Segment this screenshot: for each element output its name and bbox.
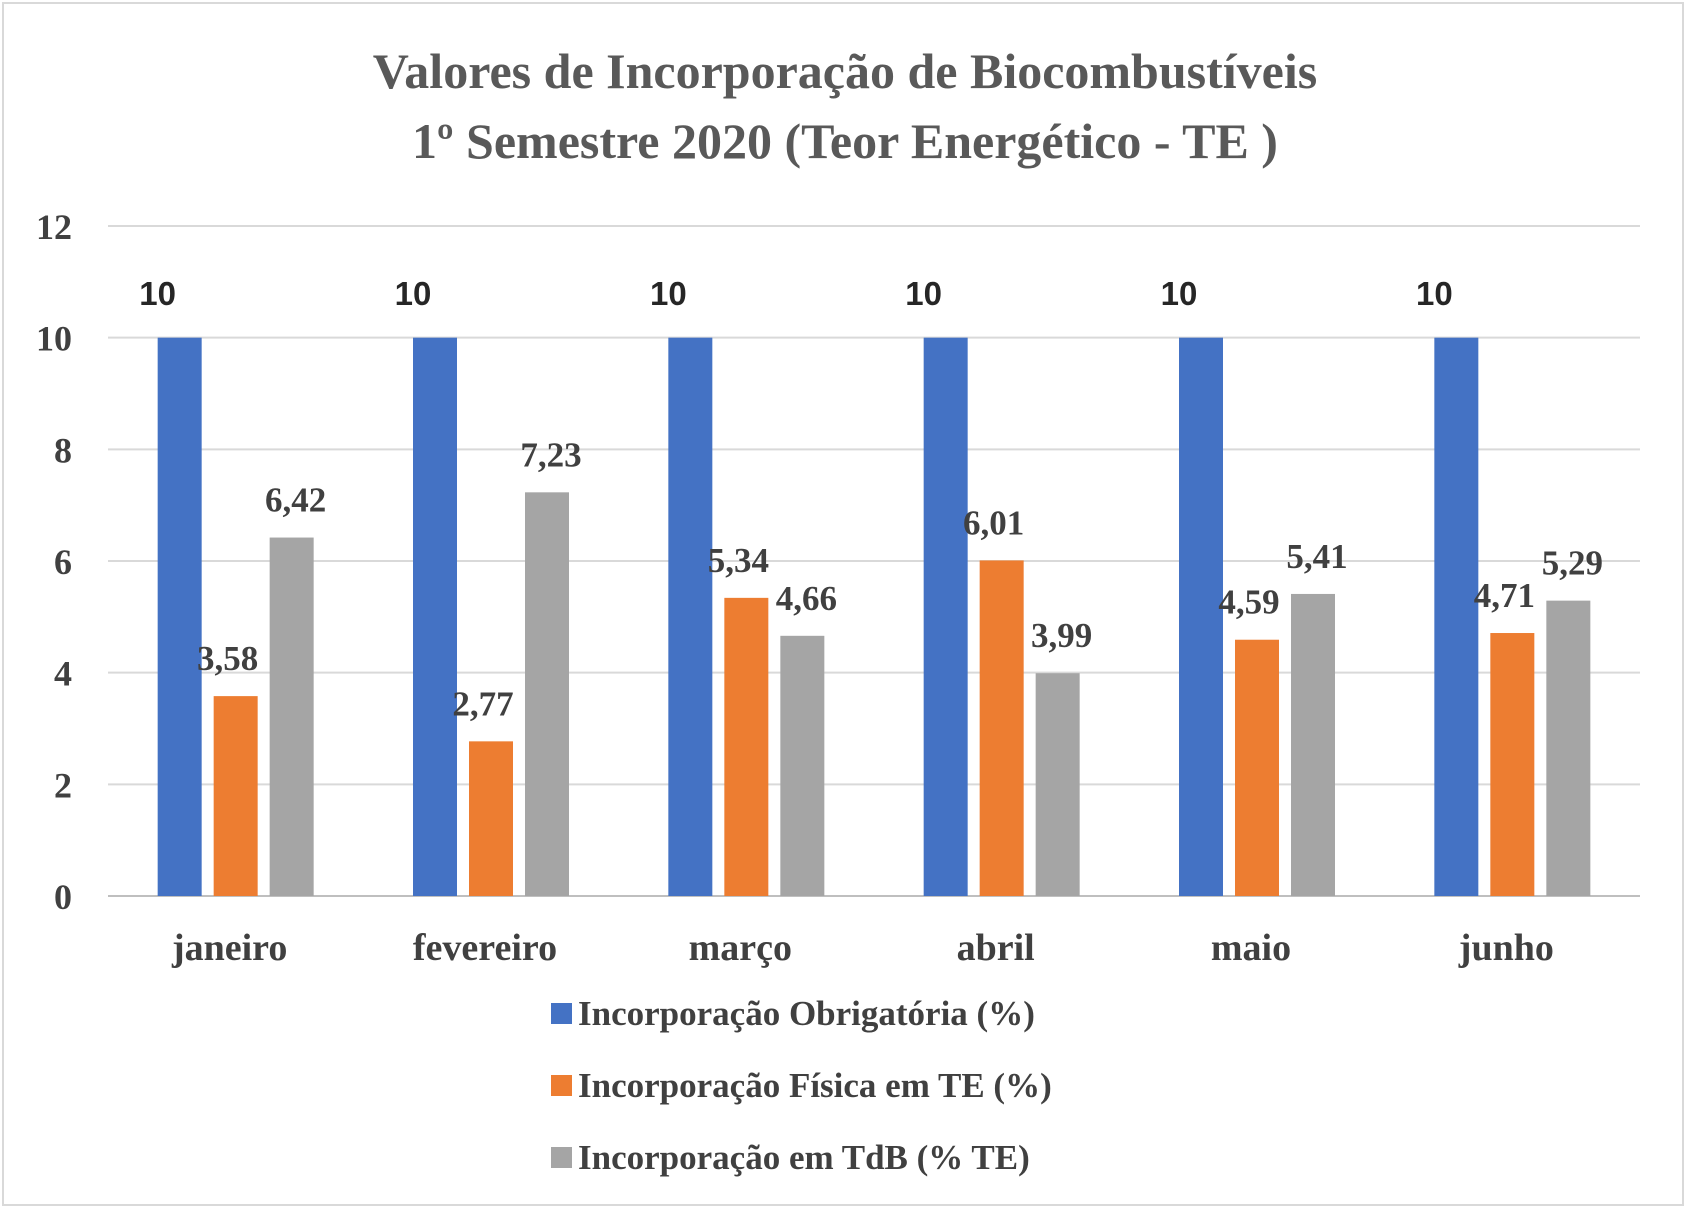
bar [525, 492, 569, 896]
y-tick-label: 6 [54, 542, 72, 582]
gridlines [108, 225, 1640, 897]
y-tick-label: 8 [54, 430, 72, 470]
bar [1291, 593, 1335, 896]
legend-label: Incorporação Física em TE (%) [578, 1066, 1052, 1105]
bar [413, 337, 457, 897]
data-label: 5,34 [708, 541, 769, 580]
y-tick-label: 10 [36, 319, 72, 359]
x-category-label: janeiro [171, 927, 287, 969]
bar [923, 337, 968, 897]
x-category-label: abril [957, 927, 1035, 969]
data-label: 10 [1161, 275, 1198, 312]
bar [668, 337, 713, 897]
bar [213, 696, 258, 896]
data-label: 10 [139, 275, 176, 312]
bar [1035, 673, 1080, 896]
bar [269, 537, 314, 896]
x-category-label: maio [1211, 927, 1291, 969]
bar [469, 741, 513, 896]
data-label: 2,77 [452, 684, 513, 723]
data-label: 4,71 [1474, 576, 1535, 615]
legend-label: Incorporação Obrigatória (%) [578, 994, 1035, 1033]
data-label: 7,23 [520, 435, 581, 474]
bar [1490, 633, 1535, 896]
bar [157, 337, 202, 897]
data-label: 6,42 [265, 481, 326, 520]
legend: Incorporação Obrigatória (%) Incorporação… [551, 994, 1052, 1177]
bar [1434, 337, 1479, 897]
y-axis-ticks: 0 2 4 6 8 10 12 [36, 207, 72, 917]
legend-swatch [551, 1075, 572, 1096]
data-label: 4,59 [1218, 583, 1279, 622]
x-axis-categories: janeiro fevereiro março abril maio junho [171, 927, 1554, 969]
x-category-label: junho [1458, 927, 1554, 969]
data-label: 3,58 [197, 639, 258, 678]
bars [157, 337, 1591, 897]
bar [780, 635, 825, 896]
bar [1179, 337, 1223, 897]
bar [724, 597, 769, 896]
bar [1235, 639, 1279, 896]
data-label: 6,01 [963, 503, 1024, 542]
data-labels: 10 3,58 6,42 10 2,77 7,23 10 5,344,66 10 6,01 3,99… [139, 275, 1603, 723]
data-label: 5,29 [1542, 544, 1603, 583]
data-label: 10 [650, 275, 687, 312]
y-tick-label: 4 [54, 654, 72, 694]
chart-title-line-1: Valores de Incorporação de Biocombustíve… [373, 43, 1317, 99]
legend-swatch [551, 1003, 572, 1024]
y-tick-label: 12 [36, 207, 72, 247]
data-label: 5,41 [1286, 537, 1347, 576]
y-tick-label: 2 [54, 765, 72, 805]
x-category-label: março [689, 927, 792, 969]
data-label: 10 [395, 275, 432, 312]
data-label: 3,99 [1031, 616, 1092, 655]
x-category-label: fevereiro [413, 927, 557, 969]
chart-title-line-2: 1º Semestre 2020 (Teor Energético - TE ) [412, 113, 1278, 169]
legend-label: Incorporação em TdB (% TE) [578, 1138, 1030, 1177]
bar [1546, 600, 1591, 896]
data-label: 10 [1416, 275, 1453, 312]
y-tick-label: 0 [54, 877, 72, 917]
data-label: 4,66 [776, 579, 837, 618]
data-label: 10 [905, 275, 942, 312]
bar [979, 560, 1024, 896]
legend-swatch [551, 1147, 572, 1168]
